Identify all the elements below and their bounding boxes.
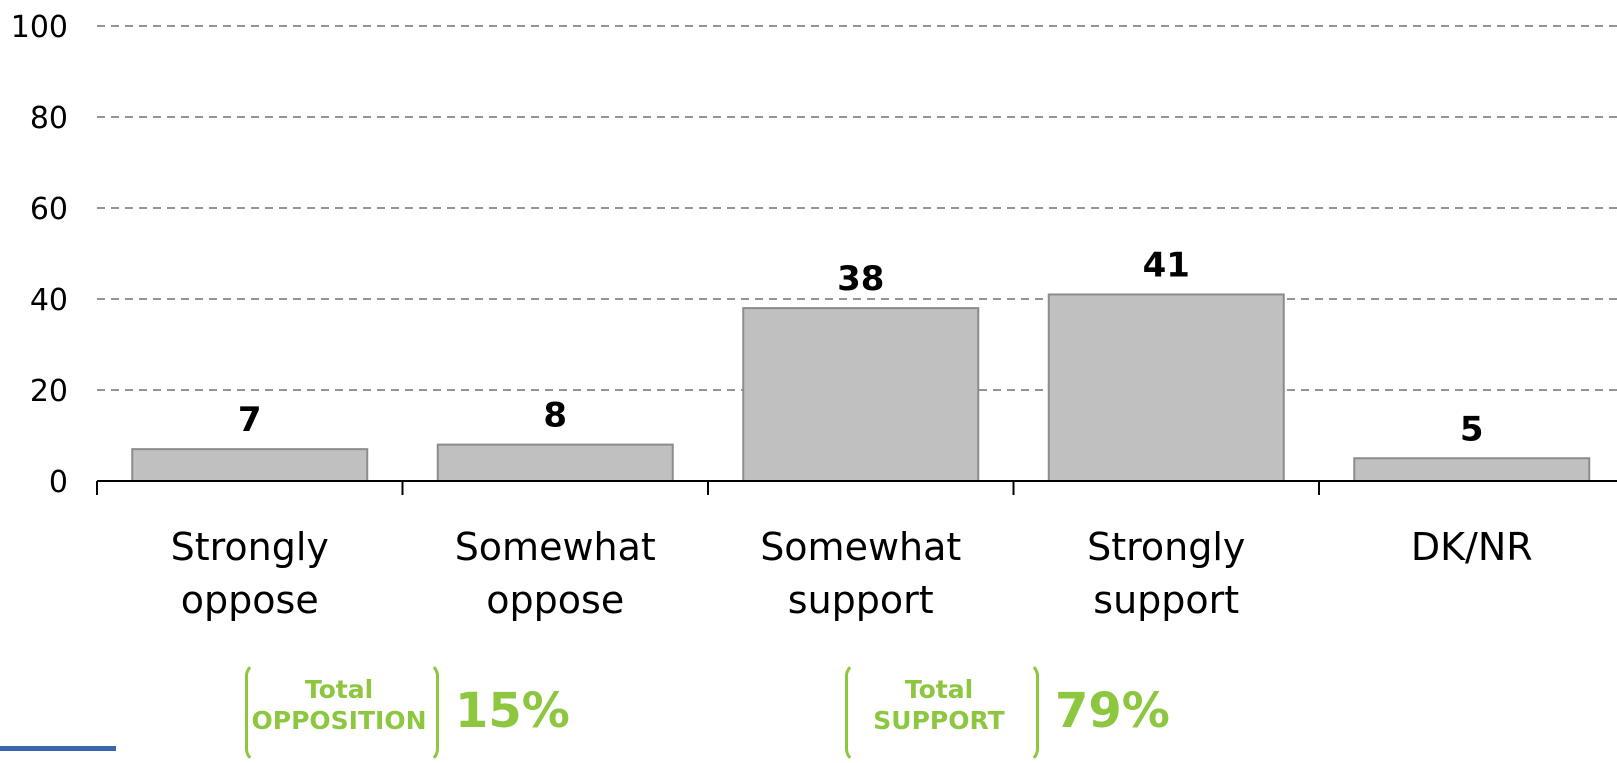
total-opposition-box [245, 662, 439, 763]
y-tick-label: 80 [30, 101, 68, 136]
data-labels: 7 8 38 41 5 [238, 245, 1484, 449]
bar [1047, 293, 1285, 483]
bars [131, 293, 1591, 483]
total-opposition-label-line2: OPPOSITION [251, 706, 427, 735]
total-opposition-label: Total OPPOSITION [248, 674, 430, 736]
category-label: oppose [486, 578, 624, 622]
data-label: 41 [1143, 245, 1190, 285]
y-tick-label: 40 [30, 283, 68, 318]
total-opposition-label-line1: Total [304, 675, 374, 704]
y-tick-label: 100 [11, 10, 68, 45]
total-support-label-line2: SUPPORT [873, 706, 1005, 735]
data-label: 8 [543, 396, 567, 436]
category-label: Somewhat [760, 525, 961, 569]
y-tick-label: 20 [30, 374, 68, 409]
bar [742, 307, 980, 482]
data-label: 5 [1460, 409, 1484, 449]
total-opposition-value: 15% [455, 683, 570, 739]
gridlines [97, 25, 1617, 391]
category-label: oppose [181, 578, 319, 622]
x-axis [96, 480, 1617, 495]
category-label: support [788, 578, 934, 622]
category-label: support [1093, 578, 1239, 622]
data-label: 7 [238, 400, 262, 440]
total-support-value: 79% [1055, 683, 1170, 739]
category-label: Strongly [171, 525, 329, 569]
bar [131, 448, 369, 482]
total-support-box [845, 662, 1039, 763]
category-labels: Strongly oppose Somewhat oppose Somewhat supp… [171, 525, 1533, 622]
y-axis-ticks: 0 20 40 60 80 100 [11, 10, 68, 500]
category-label: DK/NR [1411, 525, 1533, 569]
y-tick-label: 0 [49, 465, 68, 500]
data-label: 38 [837, 259, 884, 299]
total-support-label-line1: Total [904, 675, 974, 704]
y-tick-label: 60 [30, 192, 68, 227]
corner-decoration [0, 746, 116, 751]
category-label: Strongly [1087, 525, 1245, 569]
category-label: Somewhat [455, 525, 656, 569]
bar [1353, 457, 1591, 482]
total-support-label: Total SUPPORT [848, 674, 1030, 736]
bar [436, 443, 674, 483]
